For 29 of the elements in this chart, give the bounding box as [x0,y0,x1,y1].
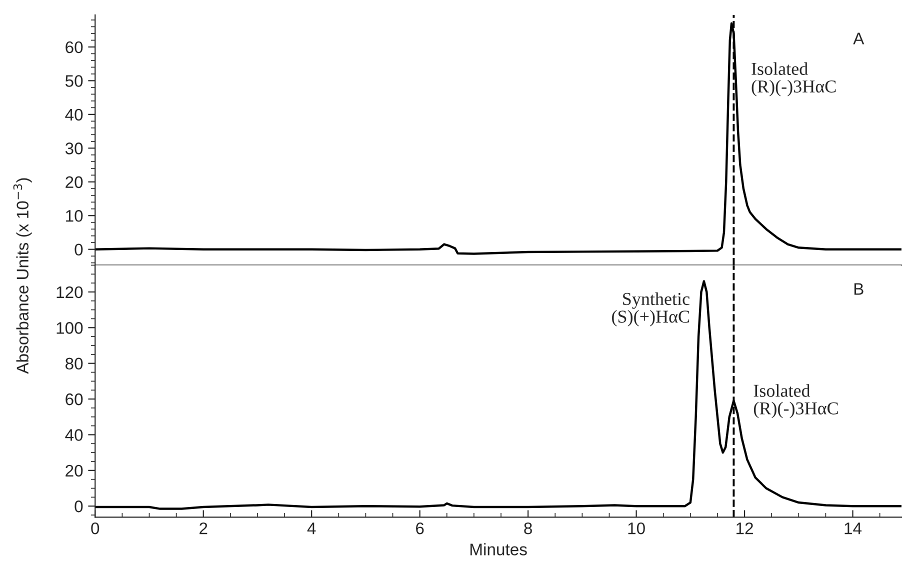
y-tick-label: 20 [66,464,83,477]
x-tick-label: 6 [416,522,424,534]
y-tick-label: 30 [65,142,83,154]
y-tick-label: 0 [74,244,83,256]
annotation: B [854,283,864,295]
y-tick-label: 10 [66,210,83,222]
y-tick-label: 40 [65,108,83,121]
y-tick-label: 60 [66,41,83,54]
y-axis-title: Absorbance Units (x 10$^{−3}$) [13,178,32,374]
annotation: Synthetic (S)(+)HαC [612,292,690,326]
y-tick-label: 20 [66,176,83,188]
x-tick-label: 12 [736,522,753,534]
x-tick-label: 14 [844,522,862,534]
annotation: Isolated (R)(-)3HαC [754,384,838,418]
y-tick-label: 60 [66,393,83,406]
x-tick-label: 8 [524,522,532,534]
x-tick-label: 10 [628,522,645,534]
y-tick-label: 120 [56,286,83,298]
x-tick-label: 0 [91,522,100,534]
x-tick-label: 2 [200,522,208,534]
y-tick-label: 80 [66,358,83,370]
y-tick-label: 50 [65,75,83,87]
annotation: Isolated (R)(-)3HαC [752,62,836,96]
y-tick-label: 40 [65,429,83,441]
x-tick-label: 4 [307,522,316,534]
y-tick-label: 100 [56,322,83,334]
annotation: A [853,32,864,44]
y-tick-label: 0 [74,500,83,512]
x-axis-title: Minutes [470,543,527,556]
